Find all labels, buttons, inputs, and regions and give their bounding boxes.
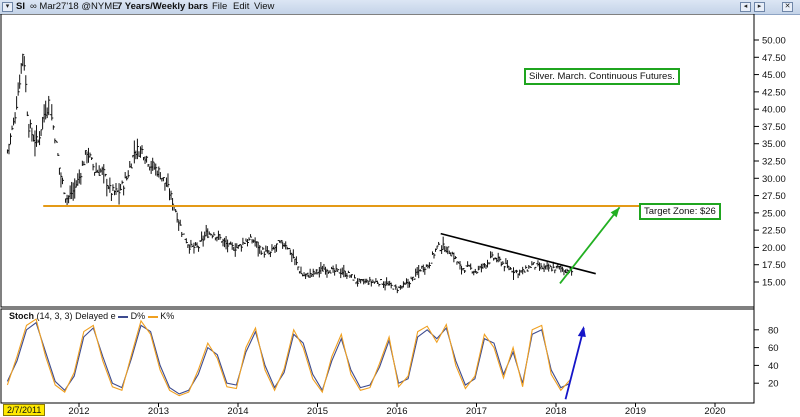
x-tick-label: 2014 xyxy=(227,406,248,417)
price-tick-label: 20.00 xyxy=(762,243,786,254)
chart-area[interactable]: 15.00 17.50 20.00 22.50 25.00 27.50 30.00 32.50… xyxy=(0,14,800,417)
price-tick-label: 35.00 xyxy=(762,139,786,150)
price-tick-label: 25.00 xyxy=(762,208,786,219)
stoch-tick-label: 60 xyxy=(768,343,779,354)
blue-arrow-head xyxy=(577,326,586,338)
cursor-date-flag: 2/7/2011 xyxy=(3,404,46,416)
price-tick-label: 17.50 xyxy=(762,260,786,271)
chart-axes: 15.00 17.50 20.00 22.50 25.00 27.50 30.00 32.50… xyxy=(68,36,785,417)
annotation-main[interactable]: Silver. March. Continuous Futures. xyxy=(524,68,680,85)
resistance-trendline xyxy=(440,232,596,275)
price-tick-label: 37.50 xyxy=(762,122,786,133)
x-tick-label: 2013 xyxy=(148,406,169,417)
stoch-legend: Stoch (14, 3, 3) Delayed e D% K% xyxy=(9,311,174,321)
k-label: K% xyxy=(160,311,175,321)
x-tick-label: 2015 xyxy=(307,406,328,417)
d-label: D% xyxy=(130,311,146,321)
price-panel[interactable] xyxy=(0,14,755,308)
green-arrow-shaft xyxy=(559,206,621,284)
blue-arrow-shaft xyxy=(564,327,585,400)
prev-window-button[interactable]: ◂ xyxy=(740,2,751,12)
menu-edit[interactable]: Edit xyxy=(233,1,250,12)
x-tick-label: 2012 xyxy=(68,406,89,417)
price-tick-label: 40.00 xyxy=(762,105,786,116)
menu-view[interactable]: View xyxy=(254,1,275,12)
x-tick-label: 2017 xyxy=(466,406,487,417)
price-tick-label: 15.00 xyxy=(762,278,786,289)
price-tick-label: 32.50 xyxy=(762,157,786,168)
stoch-params: (14, 3, 3) xyxy=(36,311,73,321)
stoch-d-line xyxy=(6,321,571,395)
price-tick-label: 47.50 xyxy=(762,53,786,64)
stoch-tick-label: 80 xyxy=(768,325,779,336)
x-tick-label: 2020 xyxy=(704,406,725,417)
x-tick-label: 2016 xyxy=(386,406,407,417)
next-window-button[interactable]: ▸ xyxy=(754,2,765,12)
timeframe-label: 7 Years/Weekly bars xyxy=(117,1,209,12)
k-line-swatch xyxy=(147,315,158,318)
annotation-target[interactable]: Target Zone: $26 xyxy=(639,203,721,220)
stoch-tick-label: 40 xyxy=(768,361,779,372)
price-tick-label: 30.00 xyxy=(762,174,786,185)
stoch-lines xyxy=(6,318,571,397)
price-tick-label: 42.50 xyxy=(762,87,786,98)
close-window-button[interactable]: ✕ xyxy=(782,2,793,12)
price-tick-label: 22.50 xyxy=(762,226,786,237)
stoch-mode: Delayed e xyxy=(75,311,116,321)
stoch-k-line xyxy=(6,318,571,397)
price-tick-label: 27.50 xyxy=(762,191,786,202)
stoch-tick-label: 20 xyxy=(768,379,779,390)
x-tick-label: 2019 xyxy=(625,406,646,417)
price-tick-label: 50.00 xyxy=(762,36,786,47)
chart-overlays xyxy=(43,204,704,400)
symbol-label: SI xyxy=(16,1,25,12)
green-arrow-head xyxy=(610,207,620,218)
stoch-panel[interactable] xyxy=(0,308,755,404)
chart-window-titlebar: ▾ SI ∞ Mar27'18 @NYME 7 Years/Weekly bar… xyxy=(0,0,800,15)
window-menu-button[interactable]: ▾ xyxy=(2,2,13,12)
contract-label: ∞ Mar27'18 @NYME xyxy=(30,1,119,12)
menu-file[interactable]: File xyxy=(212,1,228,12)
d-line-swatch xyxy=(118,315,129,318)
stoch-name: Stoch xyxy=(9,311,35,321)
x-tick-label: 2018 xyxy=(545,406,566,417)
price-bars xyxy=(6,53,574,294)
price-tick-label: 45.00 xyxy=(762,70,786,81)
